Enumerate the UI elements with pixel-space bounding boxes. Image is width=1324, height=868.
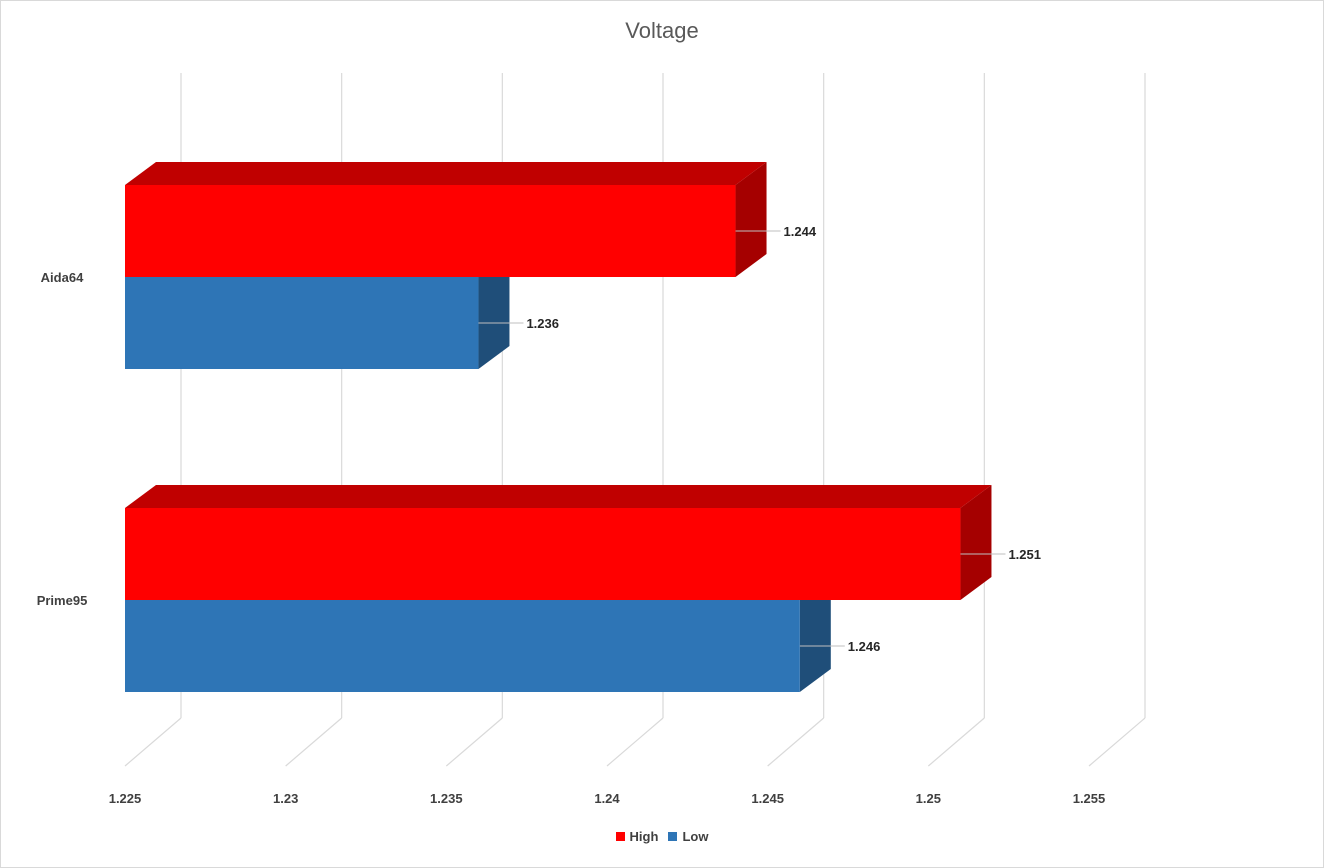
legend-swatch-low [668,832,678,841]
bar-side-low [799,577,831,692]
bar-low [125,277,479,369]
x-tick-label: 1.225 [109,791,142,806]
floor-gridline [767,717,825,767]
floor-gridline [445,717,503,767]
x-tick-label: 1.23 [273,791,298,806]
bar-side-high [735,162,767,277]
bar-high [125,508,961,600]
floor-gridline [1088,717,1146,767]
bar-side-low [478,254,510,369]
floor-gridline [927,717,985,767]
data-label: 1.236 [526,316,559,331]
bar-top-high [125,485,992,508]
data-label: 1.246 [848,639,881,654]
legend-item-high: High [615,829,659,844]
x-tick-label: 1.235 [430,791,463,806]
bar-top-high [125,162,767,185]
data-label: 1.251 [1008,547,1041,562]
floor-gridline [285,717,343,767]
floor-gridline [606,717,664,767]
category-label: Aida64 [41,270,84,285]
legend: High Low [0,829,1324,844]
bar-side-high [960,485,992,600]
legend-label-low: Low [682,829,709,844]
legend-swatch-high [615,832,625,841]
bar-high [125,185,736,277]
x-tick-label: 1.24 [594,791,620,806]
legend-label-high: High [629,829,659,844]
x-tick-label: 1.255 [1073,791,1106,806]
x-tick-label: 1.25 [916,791,941,806]
floor-gridline [124,717,182,767]
bar-low [125,600,800,692]
chart-title: Voltage [625,18,699,43]
legend-item-low: Low [668,829,708,844]
data-label: 1.244 [784,224,817,239]
category-label: Prime95 [37,593,88,608]
x-tick-label: 1.245 [751,791,784,806]
